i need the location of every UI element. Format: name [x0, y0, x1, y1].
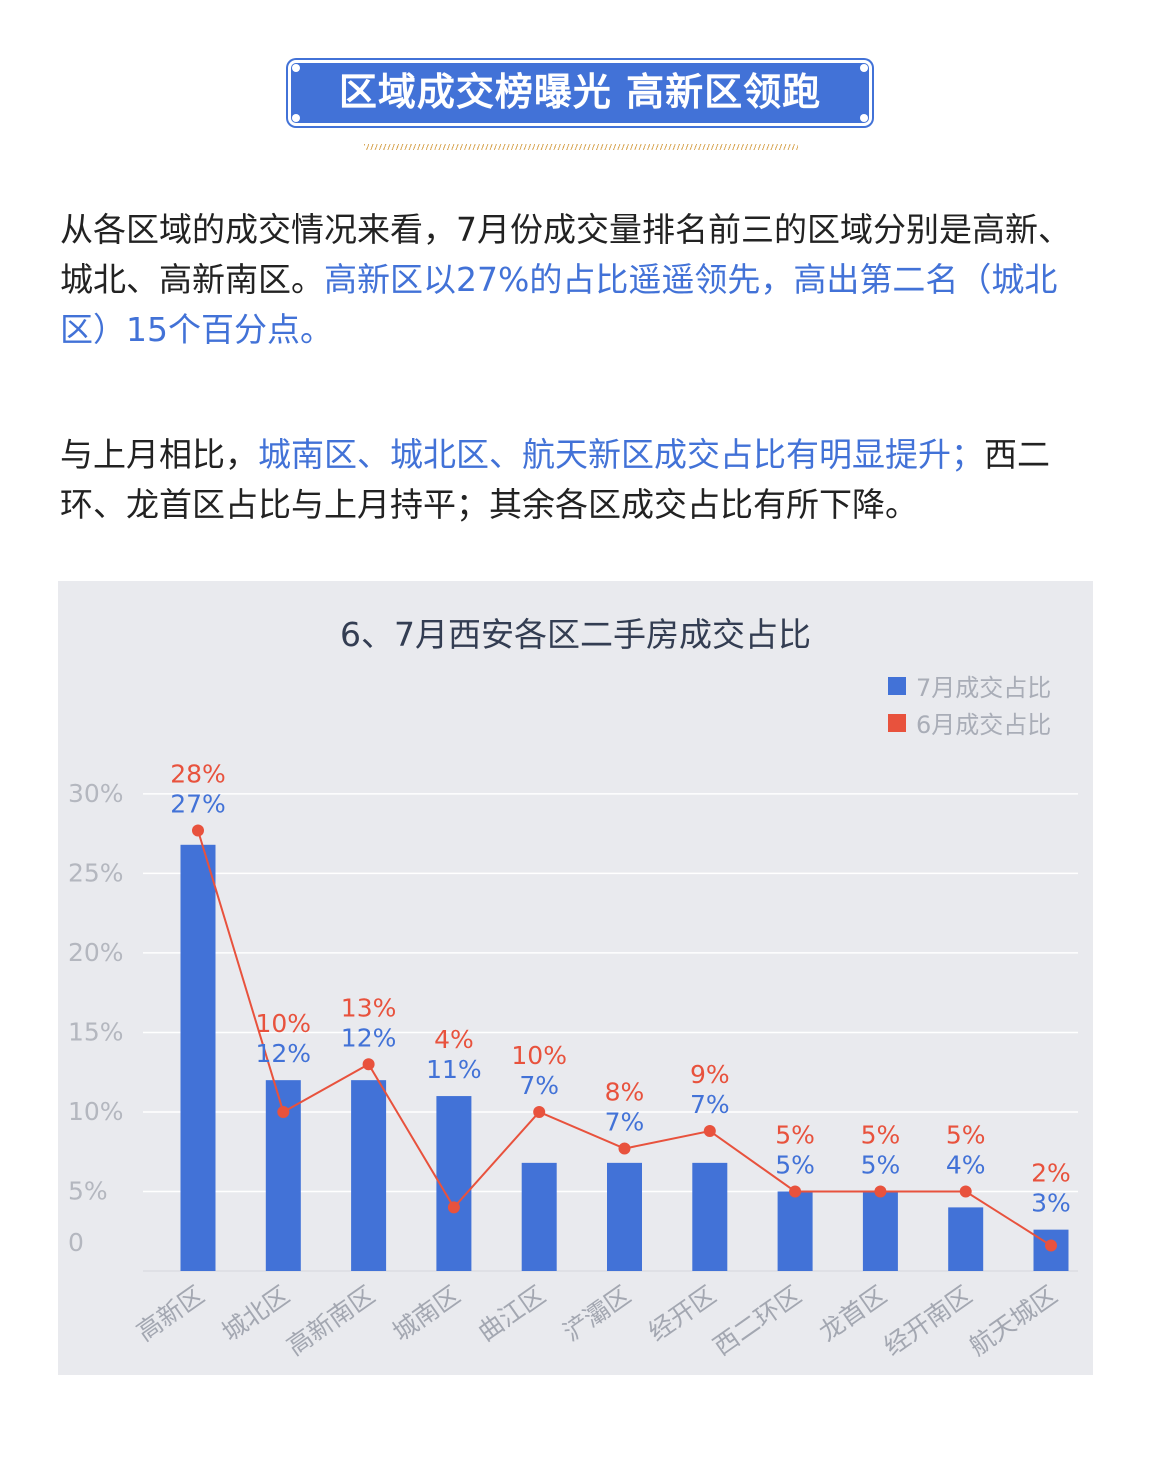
x-tick-label: 经开南区 — [879, 1280, 978, 1361]
bar-july — [777, 1191, 813, 1271]
legend-swatch-july — [888, 676, 906, 695]
bar-july — [862, 1191, 898, 1271]
paragraph-text: 与上月相比， — [60, 435, 258, 474]
x-tick-label: 城南区 — [387, 1280, 465, 1347]
y-tick-label: 20% — [68, 938, 124, 967]
data-label-june: 4% — [434, 1025, 474, 1054]
page-title: 区域成交榜曝光 高新区领跑 — [288, 60, 872, 126]
point-june — [959, 1185, 972, 1198]
data-label-june: 10% — [256, 1009, 312, 1038]
bar-july — [948, 1207, 984, 1271]
bar-july — [692, 1162, 728, 1271]
bar-july — [180, 844, 216, 1271]
data-label-july: 11% — [426, 1055, 482, 1084]
data-label-july: 12% — [341, 1023, 397, 1052]
bar-july — [521, 1162, 557, 1271]
data-label-july: 12% — [256, 1039, 312, 1068]
point-june — [447, 1201, 460, 1214]
point-june — [874, 1185, 887, 1198]
x-tick-label: 浐灞区 — [558, 1280, 636, 1347]
legend-label: 7月成交占比 — [916, 674, 1052, 702]
y-tick-label: 30% — [68, 779, 124, 808]
x-tick-label: 高新区 — [131, 1280, 209, 1347]
rivet-icon — [292, 64, 300, 72]
y-tick-label: 25% — [68, 858, 124, 887]
chart-title: 6、7月西安各区二手房成交占比 — [340, 615, 811, 654]
point-june — [1045, 1239, 1057, 1252]
point-june — [362, 1058, 375, 1071]
point-june — [277, 1105, 290, 1118]
point-june — [533, 1105, 546, 1118]
chart-panel: 6、7月西安各区二手房成交占比 7月成交占比 6月成交占比 0 5% 10% 15% 2… — [58, 581, 1093, 1375]
data-label-july: 27% — [170, 789, 226, 818]
x-tick-label: 西二环区 — [708, 1280, 807, 1361]
comparison-paragraph: 与上月相比，城南区、城北区、航天新区成交占比有明显提升；西二环、龙首区占比与上月… — [60, 430, 1100, 530]
data-label-june: 9% — [690, 1060, 730, 1089]
rivet-icon — [860, 114, 868, 122]
chart-plot: 05%10%15%20%25%30% 27%28%12%10% 12%13%11%4… — [68, 759, 1078, 1361]
bar-july — [436, 1096, 472, 1271]
data-label-july: 7% — [605, 1108, 645, 1137]
legend-item-july: 7月成交占比 — [888, 667, 1051, 704]
point-june — [789, 1185, 802, 1198]
data-label-june: 28% — [170, 759, 226, 788]
data-label-july: 5% — [861, 1150, 901, 1179]
y-tick-label: 5% — [68, 1176, 108, 1205]
data-label-july: 4% — [946, 1150, 986, 1179]
decorative-divider — [364, 144, 798, 150]
data-label-july: 3% — [1031, 1189, 1071, 1218]
data-label-june: 13% — [341, 993, 397, 1022]
title-banner: 区域成交榜曝光 高新区领跑 — [288, 60, 872, 126]
data-label-june: 5% — [775, 1120, 815, 1149]
legend-label: 6月成交占比 — [916, 711, 1052, 739]
bar-july — [351, 1080, 387, 1271]
x-tick-label: 曲江区 — [473, 1280, 551, 1347]
paragraph-highlight: 城南区、城北区、航天新区成交占比有明显提升； — [258, 435, 984, 474]
data-label-june: 2% — [1031, 1159, 1071, 1188]
data-label-july: 5% — [775, 1150, 815, 1179]
paragraph-highlight: 高新区以27%的占比遥遥领先，高出第二名（城北区）15个百分点。 — [60, 260, 1058, 349]
data-label-june: 8% — [605, 1078, 645, 1107]
data-label-june: 10% — [511, 1041, 567, 1070]
x-tick-label: 航天城区 — [964, 1280, 1063, 1361]
x-tick-label: 高新南区 — [281, 1280, 380, 1361]
data-label-june: 5% — [946, 1120, 986, 1149]
chart-legend: 7月成交占比 6月成交占比 — [888, 667, 1051, 741]
point-june — [703, 1125, 716, 1138]
legend-item-june: 6月成交占比 — [888, 704, 1051, 741]
point-june — [618, 1142, 631, 1155]
point-june — [192, 824, 204, 837]
legend-swatch-june — [888, 713, 906, 732]
y-tick-label: 15% — [68, 1017, 124, 1046]
data-label-june: 5% — [861, 1120, 901, 1149]
rivet-icon — [860, 64, 868, 72]
y-tick-label: 0 — [68, 1228, 84, 1257]
summary-paragraph: 从各区域的成交情况来看，7月份成交量排名前三的区域分别是高新、城北、高新南区。高… — [60, 205, 1100, 355]
y-tick-label: 10% — [68, 1097, 124, 1126]
paragraph-text: 从各区域的成交情况来看，7月份成交量排名前三的区域分别是高新、城北、高新南区。 — [60, 210, 1071, 299]
data-label-july: 7% — [519, 1071, 559, 1100]
data-label-july: 7% — [690, 1090, 730, 1119]
bar-july — [607, 1162, 642, 1271]
paragraph-text: 西二环、龙首区占比与上月持平；其余各区成交占比有所下降。 — [60, 435, 1050, 524]
rivet-icon — [292, 114, 300, 122]
